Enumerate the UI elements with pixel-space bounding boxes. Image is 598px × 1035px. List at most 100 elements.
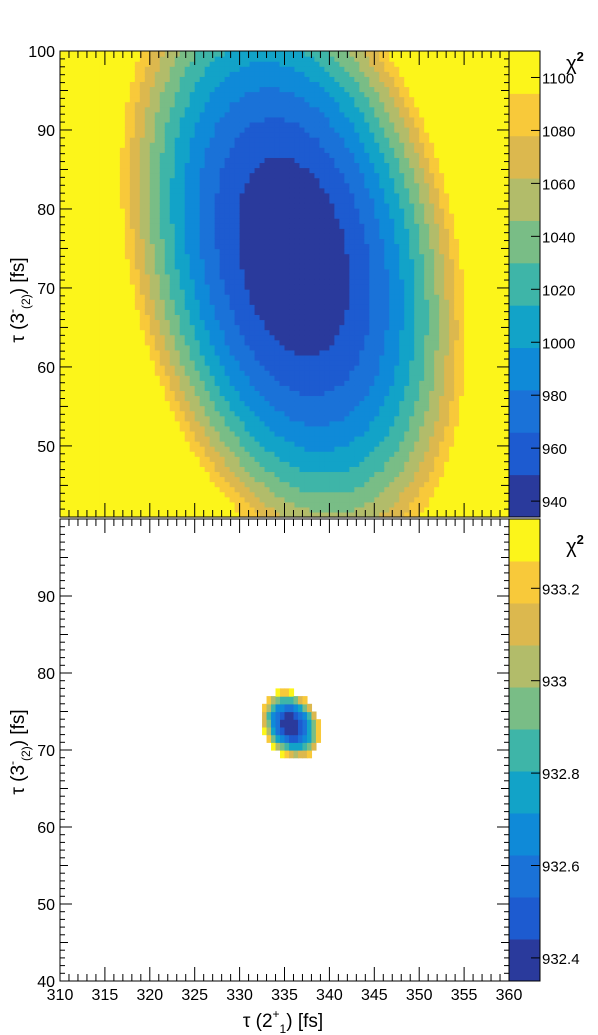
heatmap-cell — [294, 126, 301, 133]
heatmap-cell — [264, 197, 271, 204]
heatmap-cell — [229, 410, 236, 417]
heatmap-cell — [254, 61, 261, 67]
heatmap-cell — [154, 96, 161, 103]
heatmap-cell — [139, 324, 146, 331]
heatmap-cell — [184, 506, 191, 513]
heatmap-cell — [224, 208, 231, 214]
heatmap-cell — [60, 491, 66, 498]
heatmap-cell — [174, 66, 181, 72]
heatmap-cell — [109, 456, 116, 462]
heatmap-cell — [114, 147, 121, 153]
heatmap-cell — [254, 81, 261, 88]
heatmap-cell — [94, 91, 101, 98]
heatmap-cell — [199, 91, 206, 98]
heatmap-cell — [274, 223, 281, 229]
heatmap-cell — [284, 491, 291, 498]
heatmap-cell — [69, 71, 76, 77]
heatmap-cell — [204, 202, 211, 209]
heatmap-cell — [69, 309, 76, 315]
heatmap-cell — [119, 167, 126, 174]
heatmap-cell — [269, 182, 276, 189]
heatmap-cell — [64, 142, 71, 148]
heatmap-cell — [194, 96, 201, 103]
heatmap-cell — [259, 380, 266, 386]
heatmap-cell — [224, 51, 231, 57]
heatmap-cell — [169, 491, 176, 498]
heatmap-cell — [154, 400, 161, 407]
heatmap-cell — [304, 111, 311, 118]
heatmap-cell — [199, 349, 206, 356]
heatmap-cell — [209, 491, 216, 498]
heatmap-cell — [269, 309, 276, 315]
heatmap-cell — [294, 147, 301, 153]
heatmap-cell — [154, 116, 161, 123]
heatmap-cell — [159, 172, 166, 179]
heatmap-cell — [304, 415, 311, 422]
heatmap-cell — [249, 182, 256, 189]
heatmap-cell — [204, 375, 211, 381]
heatmap-cell — [324, 273, 330, 280]
heatmap-cell — [299, 76, 306, 82]
heatmap-cell — [299, 324, 306, 331]
heatmap-cell — [254, 192, 261, 199]
heatmap-cell — [314, 233, 321, 240]
heatmap-cell — [144, 446, 151, 452]
heatmap-cell — [239, 339, 246, 346]
heatmap-cell — [249, 380, 256, 386]
heatmap-cell — [314, 142, 321, 148]
heatmap-cell — [74, 344, 81, 351]
heatmap-cell — [309, 91, 316, 98]
heatmap-cell — [124, 243, 131, 250]
heatmap-cell — [164, 506, 171, 513]
heatmap-cell — [144, 430, 151, 437]
heatmap-cell — [124, 177, 131, 184]
heatmap-cell — [244, 511, 251, 518]
heatmap-cell — [269, 506, 276, 513]
heatmap-cell — [164, 294, 171, 300]
heatmap-cell — [189, 359, 196, 366]
heatmap-cell — [319, 294, 326, 300]
heatmap-cell — [314, 106, 321, 113]
heatmap-cell — [234, 197, 241, 204]
heatmap-cell — [154, 208, 161, 214]
heatmap-cell — [134, 349, 141, 356]
heatmap-cell — [189, 441, 196, 447]
heatmap-cell — [264, 101, 271, 108]
heatmap-cell — [164, 258, 171, 265]
heatmap-cell — [69, 182, 76, 189]
heatmap-cell — [244, 258, 251, 265]
heatmap-cell — [184, 354, 191, 361]
heatmap-cell — [244, 471, 251, 478]
heatmap-cell — [324, 511, 330, 518]
heatmap-cell — [99, 395, 106, 402]
heatmap-cell — [74, 162, 81, 169]
heatmap-cell — [189, 167, 196, 174]
heatmap-cell — [214, 162, 221, 169]
heatmap-cell — [94, 304, 101, 310]
heatmap-cell — [104, 289, 111, 295]
heatmap-cell — [224, 91, 231, 98]
heatmap-cell — [239, 370, 246, 376]
heatmap-cell — [219, 208, 226, 214]
heatmap-cell — [274, 96, 281, 103]
heatmap-cell — [159, 208, 166, 214]
heatmap-cell — [299, 456, 306, 462]
heatmap-cell — [214, 66, 221, 72]
heatmap-cell — [104, 370, 111, 376]
heatmap-cell — [74, 380, 81, 386]
heatmap-cell — [114, 51, 121, 57]
heatmap-cell — [314, 299, 321, 305]
heatmap-cell — [229, 218, 236, 224]
heatmap-cell — [179, 339, 186, 346]
heatmap-cell — [254, 273, 261, 280]
heatmap-cell — [79, 253, 86, 260]
heatmap-cell — [84, 501, 91, 508]
heatmap-cell — [189, 71, 196, 77]
heatmap-cell — [269, 56, 276, 62]
heatmap-cell — [324, 91, 330, 98]
heatmap-cell — [159, 218, 166, 224]
heatmap-cell — [189, 142, 196, 148]
heatmap-cell — [204, 400, 211, 407]
heatmap-cell — [314, 304, 321, 310]
heatmap-cell — [314, 86, 321, 93]
